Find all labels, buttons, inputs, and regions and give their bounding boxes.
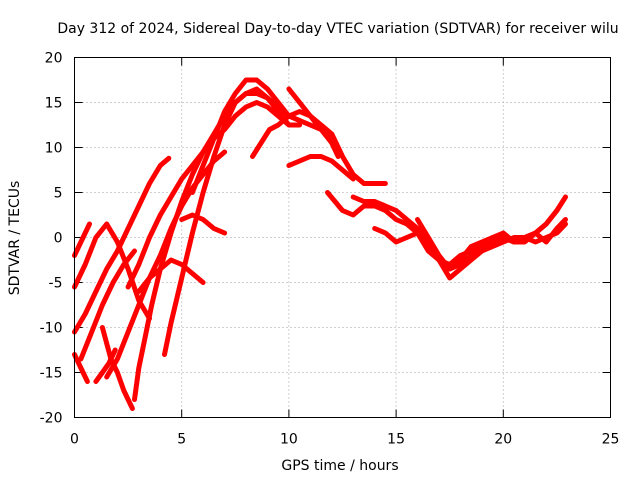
series-arc-14: [189, 77, 303, 195]
y-tick-label: 0: [54, 231, 63, 247]
series-line: [179, 212, 228, 236]
y-tick-label: -10: [40, 321, 63, 337]
series-arc-17: [286, 154, 356, 182]
series-arc-3: [72, 155, 172, 335]
axis-ticks: 0 5 10 15 20 25 -20 -15 -10 -5 0 5 10 15 20: [40, 51, 620, 448]
y-tick-label: -20: [40, 411, 63, 427]
x-tick-label: 10: [280, 432, 298, 448]
y-tick-label: 10: [45, 141, 63, 157]
series-arc-19: [350, 194, 560, 281]
y-tick-label: 20: [45, 51, 63, 67]
y-tick-label: 15: [45, 96, 63, 112]
series-line: [72, 221, 152, 321]
y-tick-label: -15: [40, 366, 63, 382]
series-line: [286, 154, 356, 182]
x-tick-label: 20: [494, 432, 512, 448]
series-line: [415, 194, 568, 272]
series-line: [72, 155, 172, 335]
series-arc-11: [136, 257, 206, 294]
series-line: [136, 257, 206, 294]
series-arc-21: [415, 194, 568, 272]
series-line: [350, 194, 560, 281]
y-tick-label: -5: [49, 276, 63, 292]
series-arc-13: [179, 212, 228, 236]
series-line: [162, 86, 292, 357]
series-arc-1: [72, 221, 92, 258]
series-arc-7: [99, 325, 135, 411]
chart-title: Day 312 of 2024, Sidereal Day-to-day VTE…: [57, 21, 618, 37]
series-arc-5: [78, 248, 137, 362]
y-tick-label: 5: [54, 186, 63, 202]
x-tick-label: 25: [602, 432, 620, 448]
plot-frame: [74, 57, 611, 418]
series-line: [78, 248, 137, 362]
series-line: [189, 77, 303, 195]
series-line: [286, 86, 335, 141]
data-series: [72, 77, 568, 411]
y-axis-label: SDTVAR / TECUs: [7, 181, 23, 296]
series-arc-4: [72, 352, 90, 384]
series-line: [72, 352, 90, 384]
x-tick-label: 15: [387, 432, 405, 448]
series-arc-18: [325, 190, 568, 272]
x-axis-label: GPS time / hours: [281, 458, 398, 474]
series-arc-12: [162, 86, 292, 357]
series-line: [99, 325, 135, 411]
series-line: [325, 190, 568, 272]
x-tick-label: 0: [70, 432, 79, 448]
series-arc-2: [72, 221, 152, 321]
series-line: [72, 221, 92, 258]
series-arc-8: [104, 149, 228, 380]
series-line: [104, 149, 228, 380]
series-arc-16: [286, 86, 335, 141]
x-tick-label: 5: [177, 432, 186, 448]
